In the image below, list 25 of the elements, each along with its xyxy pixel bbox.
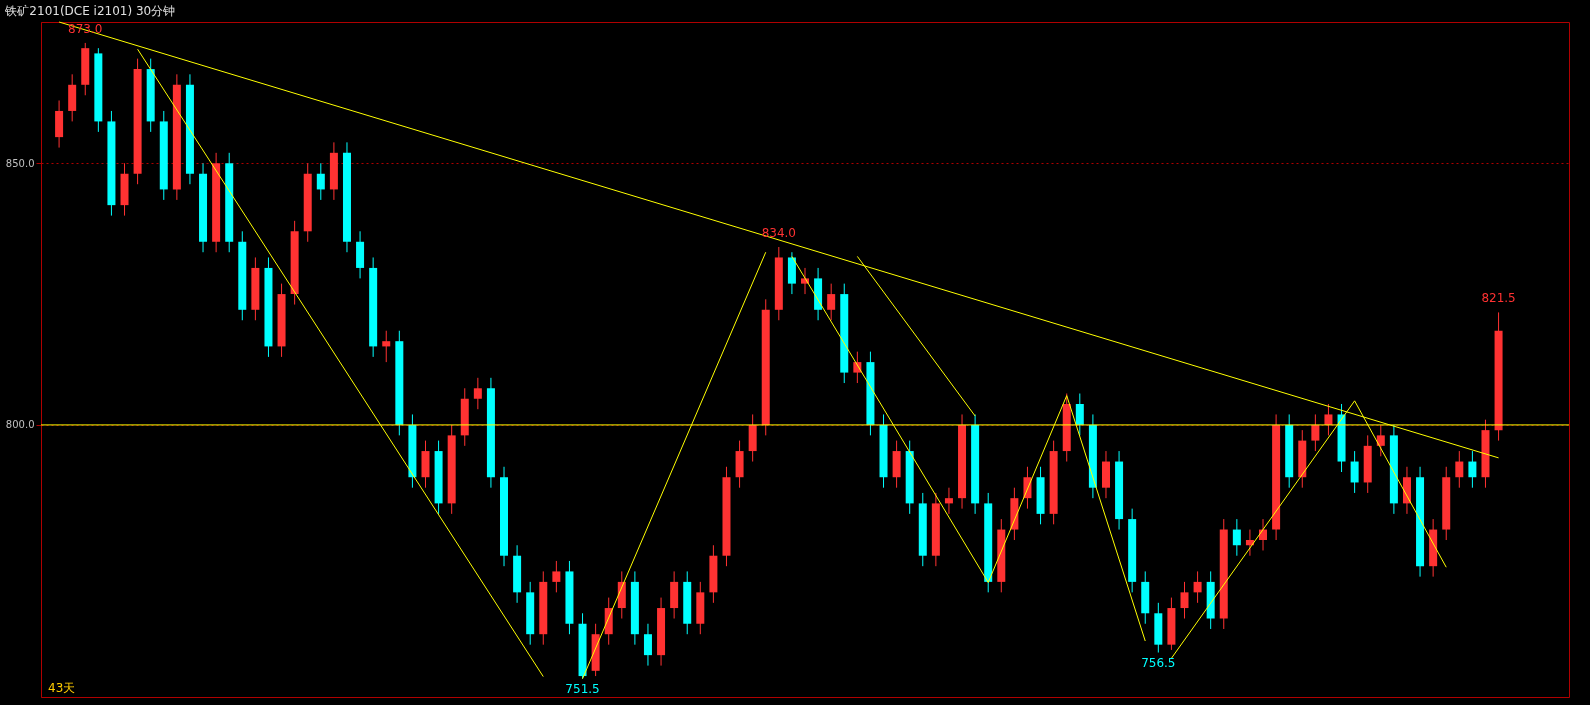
candlestick xyxy=(382,330,391,363)
candlestick xyxy=(944,487,953,515)
annotation: 834.0 xyxy=(761,226,797,240)
candlestick xyxy=(1350,450,1359,494)
candlestick xyxy=(316,162,325,201)
candlestick xyxy=(643,623,652,667)
annotation: 43天 xyxy=(48,681,76,695)
candlestick xyxy=(1180,581,1189,620)
y-tick-label: 800.0 xyxy=(5,419,35,431)
annotation: 821.5 xyxy=(1481,291,1516,306)
candlestick xyxy=(1468,450,1477,489)
candlestick xyxy=(473,377,482,410)
candlestick xyxy=(1311,413,1320,452)
candlestick xyxy=(1324,403,1333,436)
candlestick xyxy=(1075,393,1084,436)
candlestick xyxy=(827,283,836,321)
annotation: 751.5 xyxy=(565,681,600,696)
candlestick xyxy=(1376,424,1385,457)
chart-title: 铁矿2101(DCE i2101) 30分钟 xyxy=(4,3,176,18)
annotation: 756.5 xyxy=(1141,655,1176,670)
candlestick xyxy=(1232,518,1241,557)
y-tick-label: 850.0 xyxy=(5,157,35,169)
candlestick xyxy=(1455,450,1464,489)
candlestick xyxy=(552,560,561,593)
candlestick xyxy=(1193,570,1202,604)
